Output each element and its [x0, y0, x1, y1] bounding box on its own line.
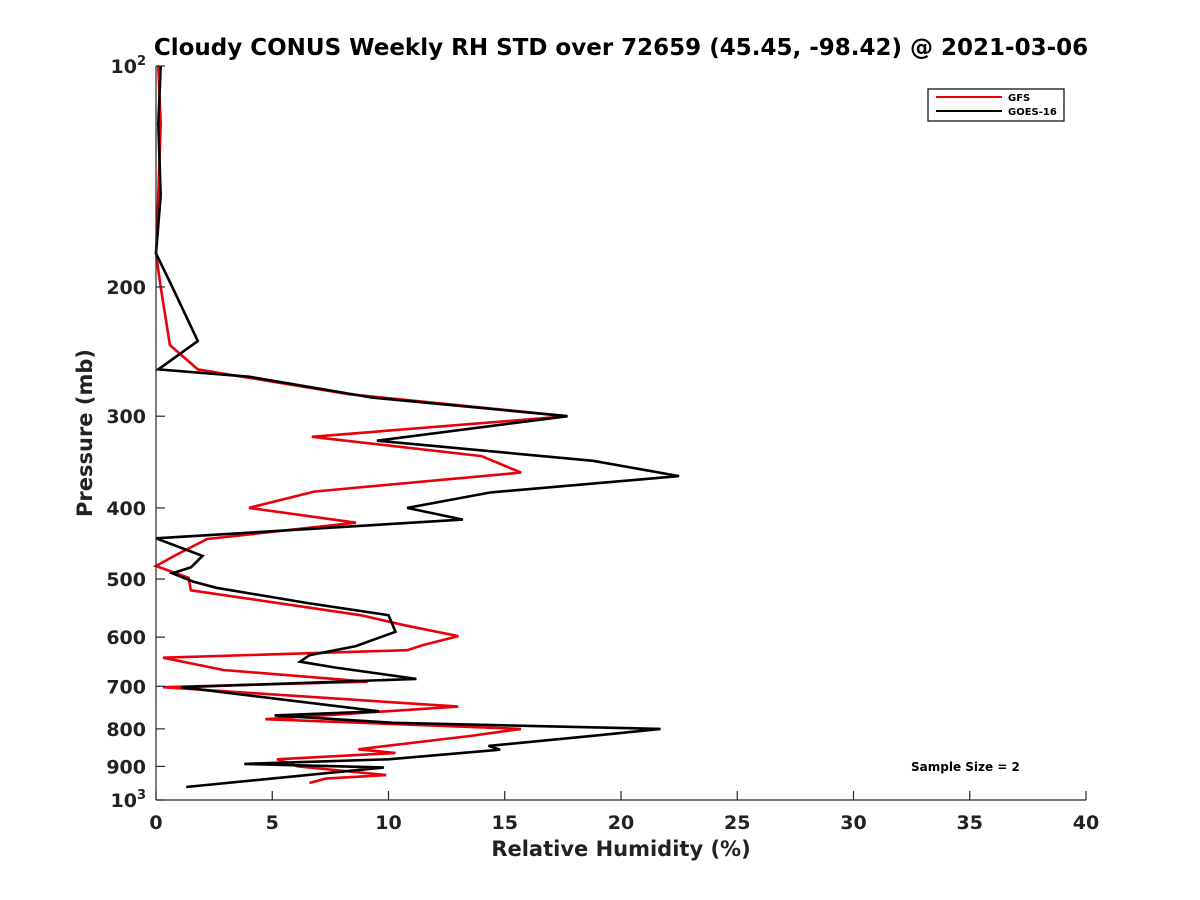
x-tick-label: 5: [266, 812, 279, 834]
x-tick-label: 0: [149, 812, 162, 834]
series-line-goes-16: [154, 65, 680, 789]
y-tick-label: 700: [106, 676, 146, 698]
x-tick-label: 20: [608, 812, 634, 834]
x-tick-label: 10: [375, 812, 401, 834]
y-tick-label: 900: [106, 756, 146, 778]
legend-label-gfs: GFS: [1008, 93, 1030, 104]
legend-label-goes-16: GOES-16: [1008, 107, 1057, 118]
y-tick-label: 102: [111, 54, 147, 78]
x-tick-label: 35: [957, 812, 983, 834]
y-tick-label: 800: [106, 719, 146, 741]
x-tick-label: 25: [724, 812, 750, 834]
x-axis-label: Relative Humidity (%): [491, 837, 750, 861]
y-tick-label: 103: [111, 788, 147, 812]
y-axis-ticks: 102 200 300 400 500 600 700 800 900 103: [106, 54, 165, 812]
y-tick-label: 600: [106, 627, 146, 649]
y-axis-label: Pressure (mb): [73, 349, 97, 517]
y-tick-label: 200: [106, 277, 146, 299]
series-lines: [152, 65, 680, 789]
legend-box: [927, 88, 1065, 122]
x-tick-label: 40: [1073, 812, 1099, 834]
x-tick-label: 30: [840, 812, 866, 834]
sample-size-annotation: Sample Size = 2: [911, 760, 1020, 774]
y-tick-label: 400: [106, 498, 146, 520]
y-tick-label: 500: [106, 569, 146, 591]
x-axis-ticks: 0 5 10 15 20 25 30 35 40: [149, 791, 1099, 834]
legend: GFS GOES-16: [927, 88, 1065, 122]
y-tick-label: 300: [106, 406, 146, 428]
chart-title: Cloudy CONUS Weekly RH STD over 72659 (4…: [154, 35, 1088, 61]
x-tick-label: 15: [492, 812, 518, 834]
